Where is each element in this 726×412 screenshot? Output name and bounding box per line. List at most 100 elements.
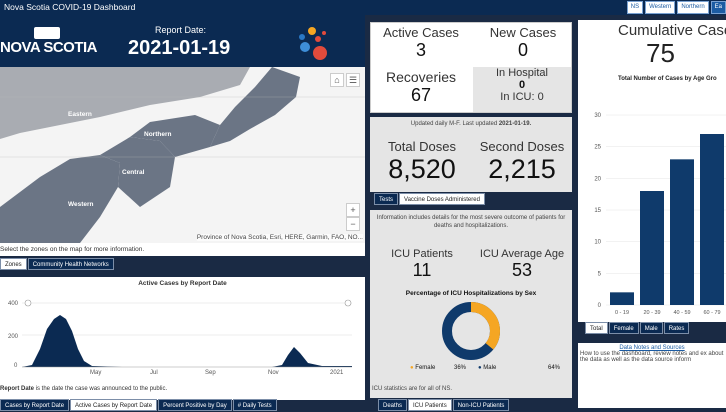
legend-male-pct: 64% [548,365,561,371]
zone-map[interactable]: Eastern Northern Central Western ⌂ ☰ + −… [0,67,365,243]
icu-sex-title: Percentage of ICU Hospitalizations by Se… [405,290,537,297]
icu-panel: Information includes details for the mos… [370,210,572,398]
zone-button-western[interactable]: Western [645,1,676,14]
active-cases-area[interactable] [22,299,352,371]
bottom-tabs: Cases by Report Date Active Cases by Rep… [0,399,277,411]
ns-flag-icon [34,27,60,39]
layer-list-icon[interactable]: ☰ [346,73,360,87]
tab-community-health-networks[interactable]: Community Health Networks [27,258,114,270]
zoom-in-button[interactable]: + [346,203,360,217]
land-mainland-shape [0,67,250,139]
nova-scotia-logo: NOVA SCOTIA [0,39,98,56]
data-notes-link[interactable]: Data Notes and Sources [619,345,685,351]
tab-tests[interactable]: Tests [374,193,399,205]
cumulative-label: Cumulative Case [618,22,726,39]
report-date-value: 2021-01-19 [128,37,231,59]
tab-vaccine-doses[interactable]: Vaccine Doses Administered [399,193,485,205]
vaccine-updated: Updated daily M-F. Last updated 2021-01-… [370,121,572,127]
vaccine-updated-date: 2021-01-19. [498,121,532,127]
age-y-tick: 0 [598,303,602,309]
tab-male[interactable]: Male [639,322,663,334]
legend-female-pct: 36% [454,365,467,371]
tab-female[interactable]: Female [608,322,639,334]
age-y-tick: 5 [598,271,602,277]
age-bar-chart[interactable]: 0 5 10 15 20 25 30 0 - 19 20 - 39 40 - 59 60 - 79 [578,90,726,322]
age-bar-20-39[interactable] [640,191,664,305]
age-bar-0-19[interactable] [610,292,634,305]
tab-deaths[interactable]: Deaths [378,399,408,411]
legend-female-label: Female [415,365,436,371]
icu-tabs: Deaths ICU Patients Non-ICU Patients [378,399,510,411]
hospital-label: In Hospital [496,67,548,79]
tab-percent-positive[interactable]: Percent Positive by Day [158,399,232,411]
total-doses-value: 8,520 [388,154,456,184]
x-tick-nov: Nov [268,370,279,376]
age-y-tick: 20 [594,176,601,182]
icu-age-label: ICU Average Age [479,248,565,260]
home-icon[interactable]: ⌂ [330,73,344,87]
new-cases-label: New Cases [489,25,557,40]
female-slice [442,302,500,360]
map-attribution: Province of Nova Scotia, Esri, HERE, Gar… [196,234,363,241]
app-title-bar: Nova Scotia COVID-19 Dashboard [0,0,726,15]
data-notes-text: How to use the dashboard, review notes a… [580,351,724,363]
age-x-tick: 60 - 79 [703,310,720,316]
second-doses-value: 2,215 [488,154,556,184]
zone-northern-shape [130,115,220,157]
active-chart-title: Active Cases by Report Date [138,280,227,287]
tab-icu-patients[interactable]: ICU Patients [408,399,452,411]
app-title: Nova Scotia COVID-19 Dashboard [4,2,136,12]
tab-non-icu-patients[interactable]: Non-ICU Patients [452,399,510,411]
map-canvas[interactable] [0,67,365,243]
tab-rates[interactable]: Rates [663,322,690,334]
data-notes-panel: Data Notes and Sources How to use the da… [578,343,726,408]
zone-button-northern[interactable]: Northern [677,1,709,14]
new-cases-value: 0 [517,40,528,60]
new-cases-card: New Cases 0 [473,25,573,61]
tab-total[interactable]: Total [585,322,608,334]
y-tick-200: 200 [8,334,19,340]
second-doses-label: Second Doses [479,139,565,154]
x-tick-jul: Jul [150,370,158,376]
legend-male: ● Male [478,365,497,371]
tab-cases-by-report-date[interactable]: Cases by Report Date [0,399,70,411]
zone-button-eastern[interactable]: Ea [710,1,726,14]
age-chart-tabs: Total Female Male Rates [585,322,690,334]
footnote-bold: Report Date [0,386,35,392]
icu-age-card: ICU Average Age 53 [472,248,572,281]
x-tick-2021: 2021 [330,370,344,376]
tab-zones[interactable]: Zones [0,258,27,270]
icu-patients-label: ICU Patients [391,248,453,260]
icu-label: In ICU: 0 [500,91,544,103]
age-x-tick: 20 - 39 [643,310,660,316]
active-cases-value: 3 [415,40,426,60]
zone-button-ns[interactable]: NS [626,1,644,14]
total-doses-card: Total Doses 8,520 [374,139,470,185]
total-doses-label: Total Doses [388,139,456,154]
vaccine-updated-text: Updated daily M-F. Last updated [410,121,499,127]
age-chart-title: Total Number of Cases by Age Gro [618,76,717,82]
age-x-tick: 40 - 59 [673,310,690,316]
age-bar-40-59[interactable] [670,159,694,305]
tab-daily-tests[interactable]: # Daily Tests [232,399,277,411]
icu-intro: Information includes details for the mos… [376,215,566,229]
icu-sex-donut[interactable] [440,300,502,362]
age-bar-60-79[interactable] [700,134,724,305]
recoveries-value: 67 [410,85,432,105]
age-y-tick: 15 [594,208,601,214]
icu-patients-card: ICU Patients 11 [374,248,470,281]
recoveries-card: Recoveries 67 [371,69,471,106]
icu-footnote: ICU statistics are for all of NS. [372,386,453,392]
legend-female: ● Female [410,365,436,371]
cases-panel: Active Cases 3 New Cases 0 Recoveries 67… [370,22,572,113]
age-y-tick: 10 [594,240,601,246]
tab-active-cases-by-report-date[interactable]: Active Cases by Report Date [70,399,158,411]
icu-patients-value: 11 [412,260,432,280]
second-doses-card: Second Doses 2,215 [472,139,572,185]
zone-central-shape [100,137,175,207]
age-x-tick: 0 - 19 [615,310,629,316]
zoom-out-button[interactable]: − [346,217,360,231]
active-cases-card: Active Cases 3 [371,25,471,61]
x-tick-may: May [90,370,102,376]
zone-eastern-shape [210,67,300,147]
